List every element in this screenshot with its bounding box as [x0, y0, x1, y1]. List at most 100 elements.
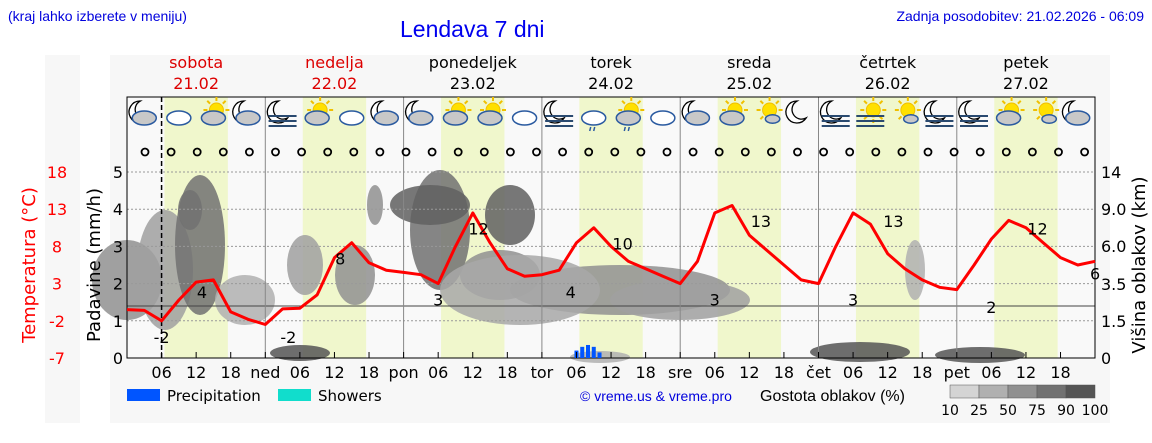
moon-fog-icon: [958, 100, 988, 127]
temperature-label: 4: [197, 283, 207, 302]
wind-calm-marker: [740, 147, 750, 157]
cloud-icon: [166, 110, 192, 126]
sun-cloud-icon: [995, 97, 1025, 126]
day-date-0: 21.02: [173, 74, 219, 93]
wind-calm-marker: [1028, 147, 1037, 157]
moon-cloud-icon: [681, 100, 711, 126]
last-update: Zadnja posodobitev: 21.02.2026 - 06:09: [896, 8, 1144, 24]
wind-calm-marker: [1080, 147, 1089, 157]
cloud-icon: [511, 110, 538, 126]
cloud-density-level: 10: [941, 403, 959, 419]
day-name-3: torek: [590, 53, 632, 72]
day-name-6: petek: [1003, 53, 1049, 72]
wind-calm-marker: [949, 147, 959, 157]
cloud-density-level: 100: [1082, 403, 1109, 419]
moon-cloud-icon: [232, 100, 261, 126]
x-tick-label: 06: [843, 363, 863, 382]
temperature-label: 13: [883, 212, 903, 231]
x-tick-label: čet: [806, 363, 831, 382]
day-name-2: ponedeljek: [429, 53, 518, 72]
day-name-5: četrtek: [859, 53, 917, 72]
day-name-0: sobota: [169, 53, 223, 72]
sun-small-cloud-icon: [1033, 97, 1060, 124]
moon-fog-icon: [819, 100, 850, 127]
cloud-density-level: 90: [1057, 403, 1075, 419]
daylight-band: [855, 97, 920, 358]
temperature-label: 6: [1090, 264, 1100, 283]
moon-fog-icon: [923, 100, 954, 127]
x-tick-label: 12: [739, 363, 759, 382]
sun-fog-icon: [856, 97, 887, 127]
temp-tick-label: 18: [47, 163, 67, 182]
moon-cloud-icon: [128, 100, 158, 126]
daylight-band: [302, 97, 367, 358]
wind-calm-marker: [453, 147, 463, 157]
wind-calm-marker: [662, 147, 672, 157]
precipitation-legend-swatch: [127, 389, 160, 401]
wind-calm-marker: [479, 147, 489, 157]
wind-calm-marker: [505, 147, 515, 157]
precip-tick-label: 2: [113, 275, 123, 294]
wind-calm-marker: [532, 147, 541, 157]
x-tick-label: 12: [463, 363, 483, 382]
temperature-label: 12: [1027, 220, 1047, 239]
copyright-label: © vreme.us & vreme.pro: [580, 388, 732, 404]
daylight-band: [717, 97, 782, 358]
x-tick-label: 12: [1016, 363, 1036, 382]
cloud-density-level: 75: [1028, 403, 1046, 419]
precip-tick-label: 5: [113, 163, 123, 182]
cloud-density-blob: [440, 255, 600, 325]
cloud-density-swatch: [1036, 384, 1067, 399]
showers-legend-label: Showers: [318, 387, 382, 405]
temperature-label: 2: [986, 298, 996, 317]
cloud-density-blob: [178, 190, 202, 230]
wind-calm-marker: [401, 147, 411, 157]
precipitation-bar: [586, 344, 590, 358]
temperature-line: [126, 204, 1096, 326]
temp-tick-label: -7: [49, 349, 65, 368]
wind-calm-marker: [688, 147, 698, 157]
sun-cloud-icon: [719, 97, 748, 126]
x-tick-label: 18: [497, 363, 517, 382]
cloud-density-swatch: [1065, 384, 1096, 399]
cloud-density-title: Gostota oblakov (%): [760, 388, 905, 405]
precip-tick-label: 1: [113, 312, 123, 331]
x-tick-label: pon: [389, 363, 419, 382]
precipitation-bar: [580, 346, 585, 358]
day-name-1: nedelja: [305, 53, 364, 72]
x-tick-label: 06: [151, 363, 171, 382]
x-tick-label: 18: [359, 363, 379, 382]
x-tick-label: 12: [877, 363, 897, 382]
temp-tick-label: -2: [49, 312, 65, 331]
temp-axis-label: Temperatura (°C): [19, 187, 40, 344]
cloud-density-blob: [905, 240, 925, 300]
cloud-height-tick-label: 1.5: [1101, 312, 1126, 331]
x-tick-label: 18: [912, 363, 932, 382]
day-name-4: sreda: [727, 53, 771, 72]
x-tick-label: 18: [221, 363, 241, 382]
cloud-height-tick-label: 3.5: [1101, 275, 1126, 294]
cloud-height-tick-label: 14: [1101, 163, 1121, 182]
region-hint[interactable]: (kraj lahko izberete v meniju): [8, 8, 187, 24]
cloud-rain-icon: [580, 110, 607, 132]
wind-calm-marker: [1054, 147, 1063, 157]
x-tick-label: sre: [668, 363, 692, 382]
cloud-height-axis-label: Višina oblakov (km): [1129, 176, 1150, 353]
wind-calm-marker: [349, 147, 359, 157]
cloud-icon: [338, 110, 365, 126]
wind-calm-marker: [244, 147, 254, 157]
wind-calm-marker: [375, 147, 385, 157]
x-tick-label: pet: [944, 363, 970, 382]
day-date-3: 24.02: [588, 74, 634, 93]
wind-calm-marker: [871, 147, 881, 157]
x-tick-label: 12: [186, 363, 206, 382]
temperature-label: -2: [280, 328, 296, 347]
x-tick-label: 06: [428, 363, 448, 382]
day-date-1: 22.02: [312, 74, 358, 93]
cloud-density-swatch: [949, 384, 980, 399]
precip-axis-label: Padavine (mm/h): [84, 188, 105, 342]
x-tick-label: 06: [290, 363, 310, 382]
sun-cloud-icon: [304, 97, 334, 126]
moon-fog-icon: [266, 100, 297, 127]
cloud-height-tick-label: 0: [1101, 349, 1111, 368]
